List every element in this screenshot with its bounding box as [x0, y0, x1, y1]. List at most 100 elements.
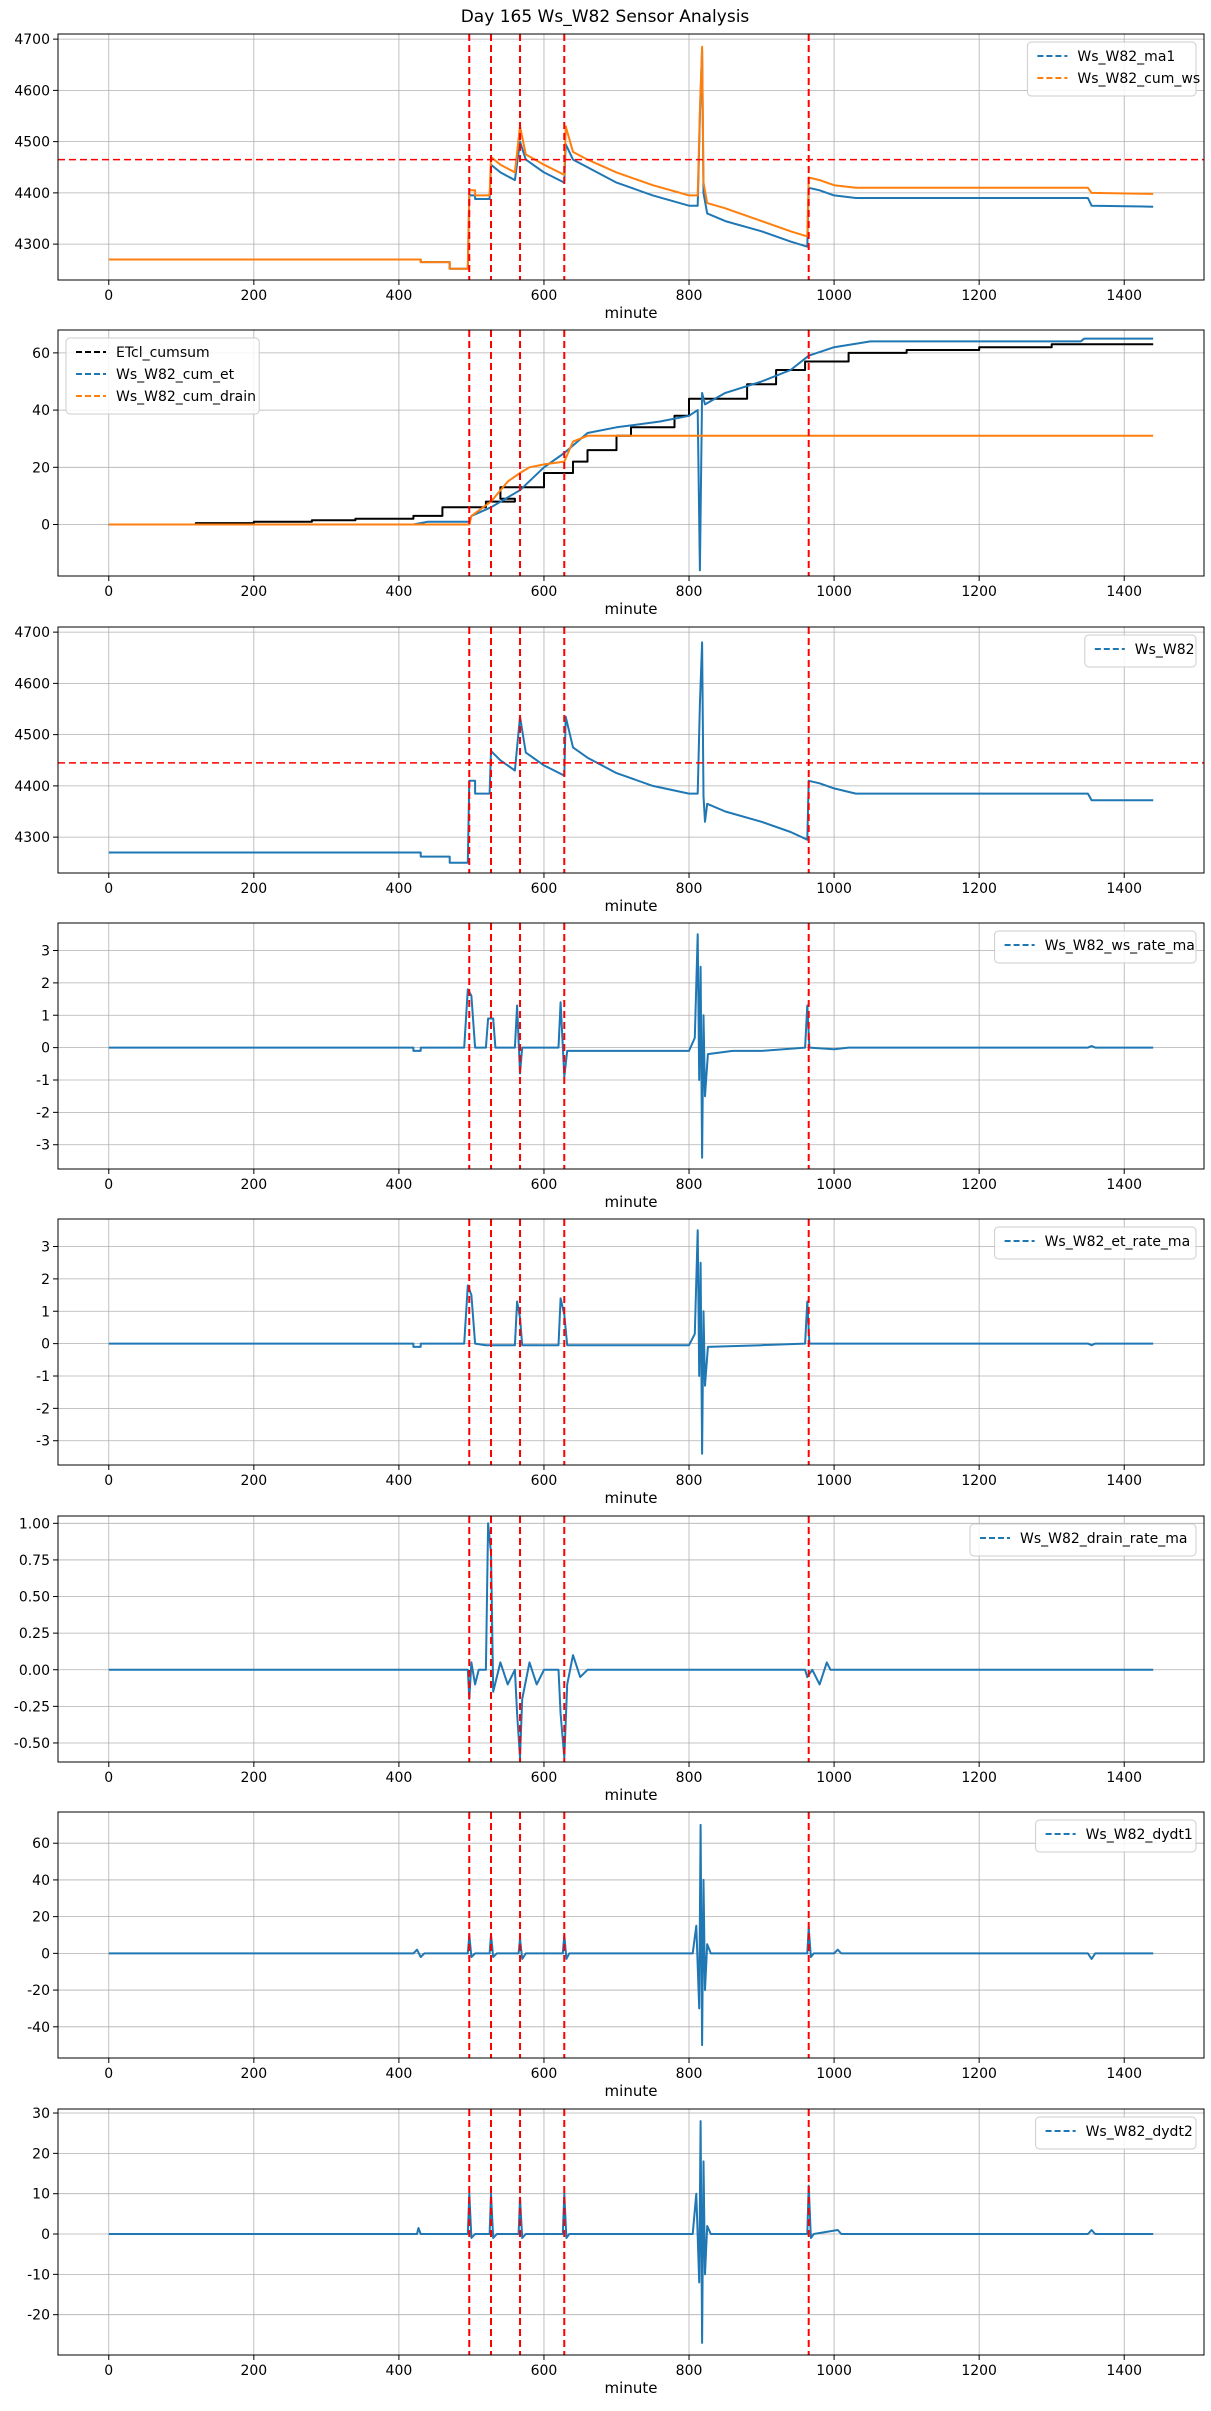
- gridlines: [58, 1812, 1204, 2058]
- axes-frame: [57, 1515, 1205, 1763]
- chart-panel-7: 0 200 400 600 800 1000 1200 14006040200-20-40mi…: [27, 1811, 1205, 2100]
- x-tick-label: 1000: [816, 584, 852, 600]
- legend-label: Ws_W82: [1135, 642, 1195, 658]
- x-axis-label: minute: [605, 1489, 658, 1507]
- legend-box: [1084, 634, 1197, 668]
- y-tick-label: -20: [27, 2308, 50, 2324]
- x-tick-label: 400: [386, 584, 413, 600]
- legend-label: Ws_W82_dydt2: [1086, 2124, 1193, 2140]
- plot-area: [108, 1812, 1154, 2058]
- series-line-Ws_W82_cum_ws: [108, 45, 1154, 270]
- axes-frame: [57, 329, 1205, 577]
- x-tick-label: 200: [240, 1473, 267, 1489]
- axes-frame: [57, 626, 1205, 874]
- series-line-Ws_W82_drain_rate_ma: [108, 1522, 1154, 1759]
- plot-area: [58, 34, 1204, 280]
- x-tick-label: 600: [531, 2363, 558, 2379]
- x-tick-label: 600: [531, 2066, 558, 2082]
- x-tick-label: 1200: [961, 2066, 997, 2082]
- y-tick-label: 0.50: [19, 1590, 50, 1606]
- x-tick-label: 400: [386, 288, 413, 304]
- y-tick-label: 2: [41, 976, 50, 992]
- legend-box: [969, 1523, 1197, 1557]
- y-tick-label: -3: [36, 1434, 50, 1450]
- y-tick-label: 2: [41, 1272, 50, 1288]
- y-tick-label: -1: [36, 1073, 50, 1089]
- gridlines: [58, 34, 1204, 280]
- axes-frame: [57, 1811, 1205, 2059]
- series-line-ETcl_cumsum: [108, 343, 1154, 526]
- y-tick-label: 0: [41, 518, 50, 534]
- series-line-Ws_W82_ma1: [108, 48, 1154, 270]
- y-tick-label: -10: [27, 2267, 50, 2283]
- x-axis-label: minute: [605, 2082, 658, 2100]
- legend-label: ETcl_cumsum: [116, 345, 210, 361]
- x-tick-label: 400: [386, 881, 413, 897]
- x-tick-label: 1200: [961, 1473, 997, 1489]
- legend-label: Ws_W82_ma1: [1077, 49, 1175, 65]
- ticks: 0 200 400 600 800 1000 1200 1400 3 2 1 0 -1 -2 -3: [36, 944, 1142, 1193]
- legend: Ws_W82_et_rate_ma: [994, 1226, 1197, 1260]
- y-tick-label: 4500: [14, 135, 50, 151]
- x-tick-label: 600: [531, 881, 558, 897]
- chart-panel-8: 0 200 400 600 800 1000 1200 1400 30 20 10 0 -10 -20 mi…: [27, 2106, 1205, 2397]
- y-tick-label: -3: [36, 1138, 50, 1154]
- x-tick-label: 200: [240, 1770, 267, 1786]
- legend-label: Ws_W82_et_rate_ma: [1045, 1234, 1191, 1250]
- plot-area: [108, 923, 1154, 1169]
- legend-box: [994, 1226, 1197, 1260]
- chart-panel-3: 0 200 400 600 800 1000 1200 1400 4300 4400 4500 460…: [14, 625, 1205, 915]
- y-tick-label: 4700: [14, 32, 50, 48]
- series-line-Ws_W82_dydt1: [108, 1823, 1154, 2047]
- legend: Ws_W82_drain_rate_ma: [969, 1523, 1197, 1557]
- chart-panel-6: 0 200 400 600 800 1000 1200 1400 1.00 0.75 0.50 0.2…: [14, 1515, 1205, 1804]
- x-tick-label: 400: [386, 2066, 413, 2082]
- x-tick-label: 1400: [1106, 881, 1142, 897]
- x-tick-label: 400: [386, 1473, 413, 1489]
- y-tick-label: 4400: [14, 186, 50, 202]
- legend-box: [994, 930, 1197, 964]
- y-tick-label: -2: [36, 1105, 50, 1121]
- y-tick-label: 10: [32, 2187, 50, 2203]
- x-tick-label: 0: [104, 881, 113, 897]
- y-tick-label: 60: [32, 1836, 50, 1852]
- x-tick-label: 1200: [961, 1177, 997, 1193]
- plot-area: [58, 627, 1204, 873]
- x-tick-label: 1200: [961, 2363, 997, 2379]
- y-tick-label: 4700: [14, 625, 50, 641]
- x-tick-label: 200: [240, 2066, 267, 2082]
- x-tick-label: 800: [676, 1177, 703, 1193]
- x-tick-label: 0: [104, 2363, 113, 2379]
- x-tick-label: 1400: [1106, 584, 1142, 600]
- x-tick-label: 1400: [1106, 288, 1142, 304]
- axes-frame: [57, 1218, 1205, 1466]
- y-tick-label: -20: [27, 1983, 50, 1999]
- x-tick-label: 1400: [1106, 2066, 1142, 2082]
- x-axis-label: minute: [605, 897, 658, 915]
- y-tick-label: 4500: [14, 728, 50, 744]
- y-tick-label: 0: [41, 1946, 50, 1962]
- ticks: 0 200 400 600 800 1000 1200 1400 3 2 1 0 -1 -2 -3: [36, 1240, 1142, 1489]
- y-tick-label: 0.25: [19, 1626, 50, 1642]
- legend-box: [65, 337, 260, 415]
- legend-box: [1026, 41, 1197, 97]
- plot-area: [108, 330, 1154, 576]
- y-tick-label: 4600: [14, 83, 50, 99]
- x-tick-label: 1200: [961, 881, 997, 897]
- y-tick-label: 4300: [14, 830, 50, 846]
- x-tick-label: 1000: [816, 2066, 852, 2082]
- y-tick-label: -0.50: [14, 1736, 50, 1752]
- x-axis-label: minute: [605, 600, 658, 618]
- y-tick-label: 0: [41, 2227, 50, 2243]
- legend: ETcl_cumsum Ws_W82_cum_et Ws_W82_cum_drain: [65, 337, 260, 415]
- chart-panel-2: 0 200 400 600 800 1000 1200 1400 0 20 40 60 minute ET…: [32, 329, 1205, 618]
- x-tick-label: 0: [104, 288, 113, 304]
- x-tick-label: 600: [531, 1770, 558, 1786]
- series-line-Ws_W82_ws_rate_ma: [108, 933, 1154, 1159]
- x-tick-label: 0: [104, 1177, 113, 1193]
- legend: Ws_W82_dydt1: [1035, 1819, 1197, 1853]
- y-tick-label: 1: [41, 1304, 50, 1320]
- y-tick-label: 40: [32, 403, 50, 419]
